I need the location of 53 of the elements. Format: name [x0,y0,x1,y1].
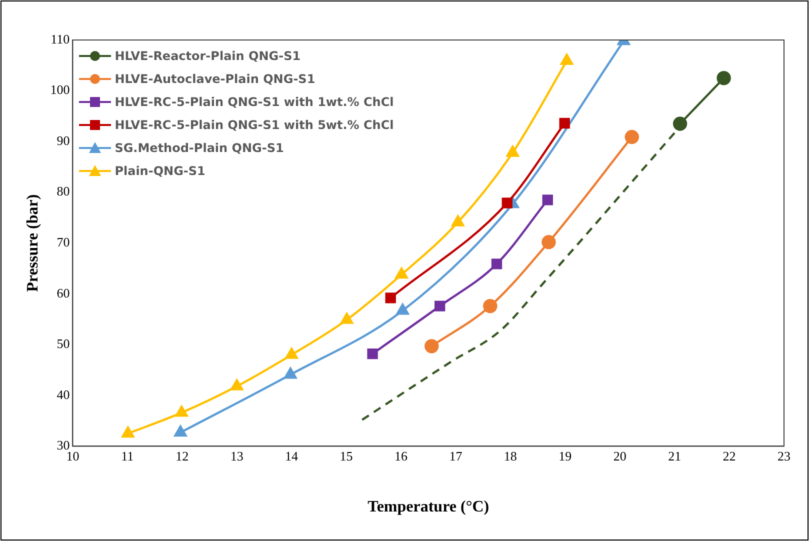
x-tick-label: 14 [285,448,299,464]
y-tick-label: 80 [56,184,70,199]
point [175,406,188,417]
x-axis-title: Temperature (°C) [368,498,490,516]
legend-label: HLVE-RC-5-Plain QNG-S1 with 1wt.% ChCl [114,94,394,108]
x-tick-label: 17 [449,448,463,464]
point [542,194,553,206]
point [491,258,502,270]
point [385,292,396,304]
x-tick-label: 13 [230,448,244,464]
point [396,304,409,315]
point [285,348,298,359]
y-tick-label: 90 [56,132,70,148]
point [672,116,688,131]
point [452,215,464,226]
x-tick-label: 16 [394,448,408,464]
point [483,298,498,314]
point [506,146,519,157]
x-tick-label: 23 [778,448,790,464]
legend-label: SG.Method-Plain QNG-S1 [114,140,284,154]
point [716,70,731,86]
y-tick-label: 70 [56,234,70,250]
point [174,425,187,437]
legend-label: HLVE-RC-5-Plain QNG-S1 with 5wt.% ChCl [114,118,394,132]
point [284,368,297,379]
x-tick-label: 19 [558,448,572,464]
point [122,426,134,438]
x-tick-label: 18 [504,448,517,464]
point [367,348,378,360]
x-tick-label: 12 [176,448,189,464]
point [542,234,556,250]
point [424,339,439,354]
x-tick-label: 11 [121,448,134,464]
x-tick-label: 20 [613,448,626,464]
legend-label: HLVE-Autoclave-Plain QNG-S1 [114,72,316,86]
point [624,130,639,144]
legend-label: Plain-QNG-S1 [114,164,206,178]
legend-label: HLVE-Reactor-Plain QNG-S1 [114,48,301,62]
y-tick-label: 110 [50,31,70,46]
x-tick-label: 21 [668,448,682,464]
x-tick-label: 22 [722,448,736,464]
point [230,379,244,390]
y-tick-label: 50 [56,336,70,352]
y-tick-label: 60 [56,285,70,300]
y-tick-label: 100 [50,82,70,98]
y-tick-label: 40 [56,386,70,402]
point [395,267,408,279]
y-axis-title: Pressure (bar) [24,194,42,292]
point [434,300,446,312]
x-tick-label: 15 [340,448,353,464]
point [340,312,354,324]
point [502,198,512,208]
point [559,118,570,129]
